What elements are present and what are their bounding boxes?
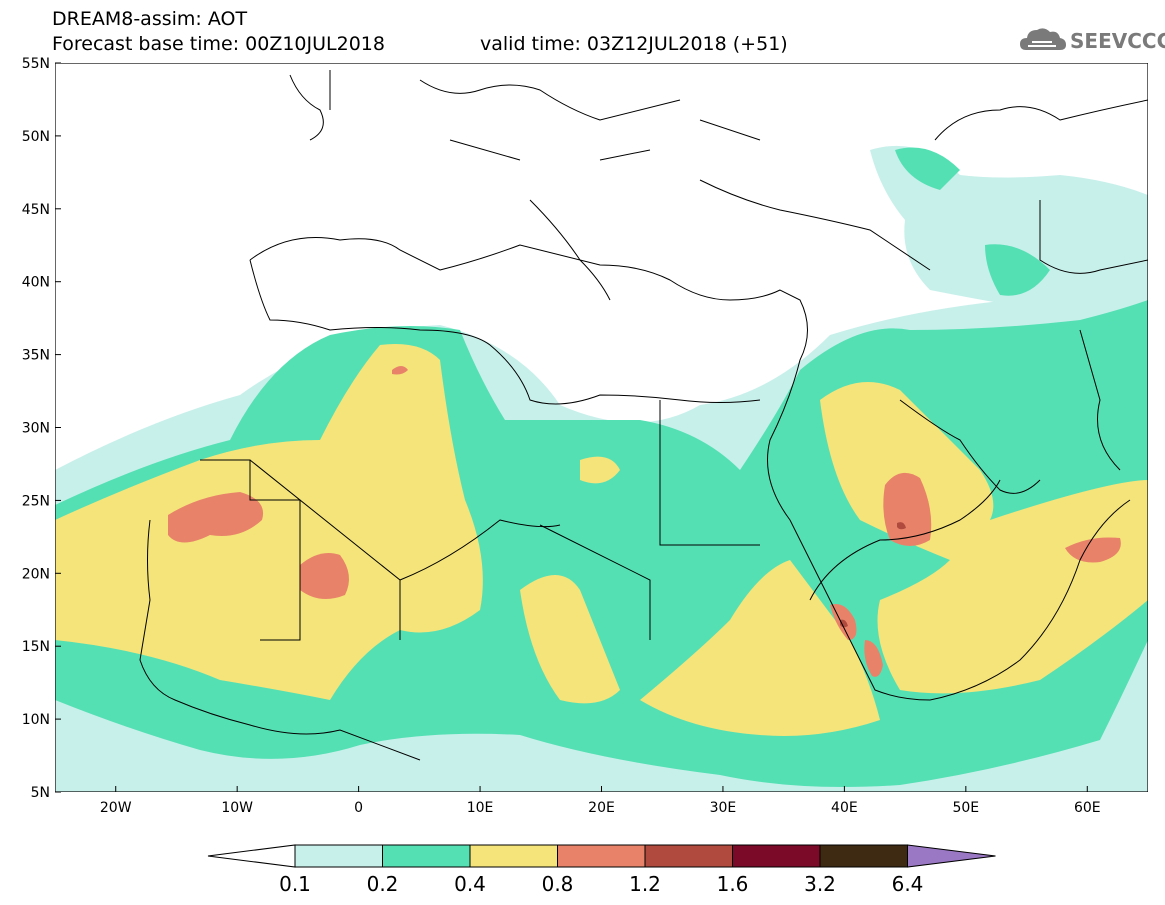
colorbar-segment — [644, 844, 733, 868]
colorbar-label: 1.2 — [629, 872, 661, 896]
aot-band-0-4 — [55, 344, 1148, 736]
colorbar-label: 1.6 — [717, 872, 749, 896]
lat-tick-label: 55N — [22, 56, 50, 72]
lon-tick-label: 20E — [588, 800, 615, 816]
lat-tick-label: 20N — [22, 566, 50, 582]
axis-ticks: 20W 10W 0 10E 20E 30E 40E 50E 60E 5N 10N 15N 20N 25N 3… — [22, 56, 1101, 816]
colorbar-segment — [382, 844, 471, 868]
lon-tick-label: 20W — [100, 800, 132, 816]
map-plot-area — [55, 63, 1148, 792]
colorbar-segment — [469, 844, 558, 868]
lon-tick-label: 40E — [831, 800, 858, 816]
colorbar-segment — [732, 844, 821, 868]
colorbar-label: 6.4 — [892, 872, 924, 896]
lat-tick-label: 25N — [22, 493, 50, 509]
aot-band-0-8 — [168, 366, 1121, 677]
lon-tick-label: 30E — [710, 800, 737, 816]
lat-tick-label: 40N — [22, 275, 50, 291]
lat-tick-label: 10N — [22, 712, 50, 728]
lon-tick-label: 10E — [467, 800, 494, 816]
lat-tick-label: 35N — [22, 348, 50, 364]
colorbar-label: 3.2 — [804, 872, 836, 896]
coastlines — [55, 70, 1148, 792]
lat-tick-label: 30N — [22, 421, 50, 437]
colorbar-over-arrow — [907, 844, 996, 868]
colorbar-label: 0.4 — [454, 872, 486, 896]
lat-tick-label: 50N — [22, 129, 50, 145]
lat-tick-label: 15N — [22, 639, 50, 655]
lat-tick-label: 5N — [31, 785, 50, 801]
colorbar-under-arrow — [207, 844, 296, 868]
forecast-base-time: Forecast base time: 00Z10JUL2018 — [52, 33, 385, 55]
logo-text: SEEVCCC — [1070, 29, 1165, 53]
colorbar-label: 0.8 — [542, 872, 574, 896]
colorbar-segment — [294, 844, 383, 868]
lon-tick-label: 50E — [952, 800, 979, 816]
valid-time: valid time: 03Z12JUL2018 (+51) — [480, 33, 788, 55]
lon-tick-label: 60E — [1074, 800, 1101, 816]
lon-tick-label: 0 — [354, 800, 363, 816]
lat-tick-label: 45N — [22, 202, 50, 218]
cloud-icon — [1020, 28, 1066, 50]
colorbar-label: 0.2 — [367, 872, 399, 896]
aot-band-1-2 — [840, 522, 906, 628]
colorbar-label: 0.1 — [279, 872, 311, 896]
lon-tick-label: 10W — [221, 800, 253, 816]
colorbar: 0.1 0.2 0.4 0.8 1.2 1.6 3.2 6.4 — [207, 844, 996, 896]
colorbar-segment — [557, 844, 646, 868]
seevccc-logo: SEEVCCC — [1018, 22, 1165, 58]
colorbar-segment — [819, 844, 908, 868]
map-title: DREAM8-assim: AOT — [52, 8, 248, 30]
